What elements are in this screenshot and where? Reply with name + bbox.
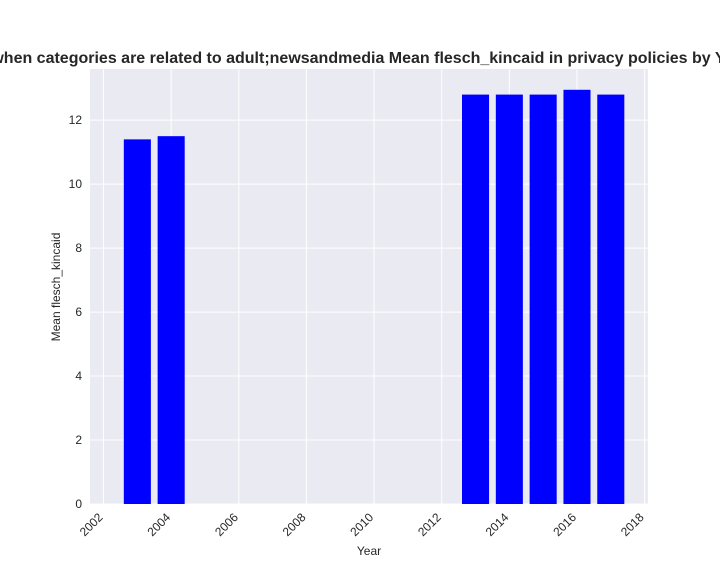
x-tick-label: 2014 <box>483 510 512 539</box>
bar-2017 <box>597 94 625 505</box>
y-tick-labels: 0 2 4 6 8 10 12 <box>69 113 83 511</box>
bar-2003 <box>123 139 151 504</box>
bar-2013 <box>462 94 490 505</box>
x-tick-label: 2010 <box>347 510 376 539</box>
x-tick-label: 2006 <box>212 510 241 539</box>
bar-2016 <box>563 89 591 505</box>
x-tick-label: 2012 <box>415 510 444 539</box>
x-tick-label: 2002 <box>77 510 106 539</box>
y-tick-label: 8 <box>75 241 82 255</box>
x-tick-label: 2004 <box>145 510 174 539</box>
chart-title: when categories are related to adult;new… <box>0 50 720 67</box>
x-tick-label: 2016 <box>550 510 579 539</box>
bar-2004 <box>157 136 185 504</box>
x-tick-labels: 2002 2004 2006 2008 2010 2012 2014 2016 2018 <box>77 510 647 539</box>
y-tick-label: 6 <box>75 305 82 319</box>
y-tick-label: 10 <box>69 177 83 191</box>
x-axis-label: Year <box>357 544 381 558</box>
y-axis-label: Mean flesch_kincaid <box>49 233 63 342</box>
x-tick-label: 2008 <box>280 510 309 539</box>
y-tick-label: 12 <box>69 113 83 127</box>
bars <box>123 89 625 505</box>
y-tick-label: 0 <box>75 497 82 511</box>
y-tick-label: 4 <box>75 369 82 383</box>
x-tick-label: 2018 <box>618 510 647 539</box>
y-tick-label: 2 <box>75 433 82 447</box>
bar-2014 <box>495 94 523 505</box>
bar-2015 <box>529 94 557 505</box>
